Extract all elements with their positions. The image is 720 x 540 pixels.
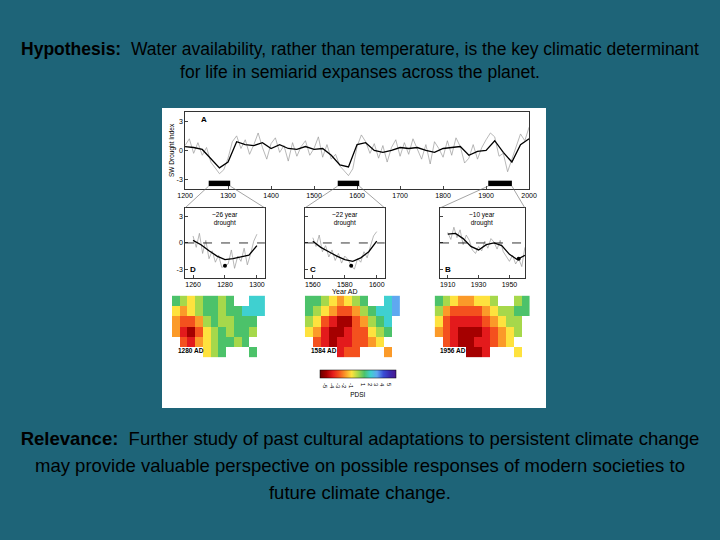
svg-text:1600: 1600 xyxy=(369,281,385,288)
svg-text:2000: 2000 xyxy=(521,192,537,199)
svg-text:1700: 1700 xyxy=(392,192,408,199)
svg-text:-3: -3 xyxy=(177,176,183,183)
svg-text:-5: -5 xyxy=(322,383,328,389)
svg-text:-4: -4 xyxy=(329,383,335,389)
svg-text:1930: 1930 xyxy=(471,281,487,288)
html-text:Hypothesis: Water availability: Hypothesis: Water availability, rather t… xyxy=(21,39,699,82)
svg-text:Year AD: Year AD xyxy=(332,288,357,295)
svg-text:SW Drought Index: SW Drought Index xyxy=(168,123,176,177)
svg-text:1910: 1910 xyxy=(440,281,456,288)
svg-text:1200: 1200 xyxy=(177,192,193,199)
svg-text:-2: -2 xyxy=(341,383,347,389)
svg-text:0: 0 xyxy=(179,239,183,246)
svg-text:-3: -3 xyxy=(335,383,341,389)
svg-text:~26 yeardrought: ~26 yeardrought xyxy=(212,211,238,227)
svg-text:1560: 1560 xyxy=(305,281,321,288)
svg-text:1800: 1800 xyxy=(435,192,451,199)
svg-text:~22 yeardrought: ~22 yeardrought xyxy=(332,211,358,227)
svg-text:1280: 1280 xyxy=(217,281,233,288)
svg-text:1400: 1400 xyxy=(263,192,279,199)
svg-text:1950: 1950 xyxy=(502,281,518,288)
svg-text:3: 3 xyxy=(179,118,183,125)
svg-text:1: 1 xyxy=(360,383,366,387)
svg-text:3: 3 xyxy=(179,213,183,220)
svg-text:4: 4 xyxy=(379,383,385,387)
svg-text:1260: 1260 xyxy=(185,281,201,288)
svg-text:D: D xyxy=(190,265,196,274)
svg-text:1300: 1300 xyxy=(249,281,265,288)
svg-text:2: 2 xyxy=(367,383,373,387)
svg-text:3: 3 xyxy=(373,383,379,387)
svg-text:1956 AD: 1956 AD xyxy=(440,347,466,354)
svg-text:1280 AD: 1280 AD xyxy=(178,347,204,354)
svg-text:1300: 1300 xyxy=(220,192,236,199)
svg-text:0: 0 xyxy=(179,147,183,154)
svg-text:5: 5 xyxy=(386,383,392,387)
svg-text:1580: 1580 xyxy=(337,281,353,288)
svg-text:~10 yeardrought: ~10 yeardrought xyxy=(469,211,495,227)
svg-text:A: A xyxy=(201,115,207,124)
svg-text:B: B xyxy=(445,265,451,274)
html-text:Relevance: Further study of pa: Relevance: Further study of past cultura… xyxy=(20,428,700,503)
svg-text:1500: 1500 xyxy=(306,192,322,199)
svg-text:1584 AD: 1584 AD xyxy=(311,347,337,354)
svg-text:PDSI: PDSI xyxy=(350,391,365,398)
svg-text:-1: -1 xyxy=(348,383,354,389)
svg-text:C: C xyxy=(310,265,316,274)
svg-text:1900: 1900 xyxy=(478,192,494,199)
svg-text:-3: -3 xyxy=(177,266,183,273)
svg-text:1600: 1600 xyxy=(349,192,365,199)
